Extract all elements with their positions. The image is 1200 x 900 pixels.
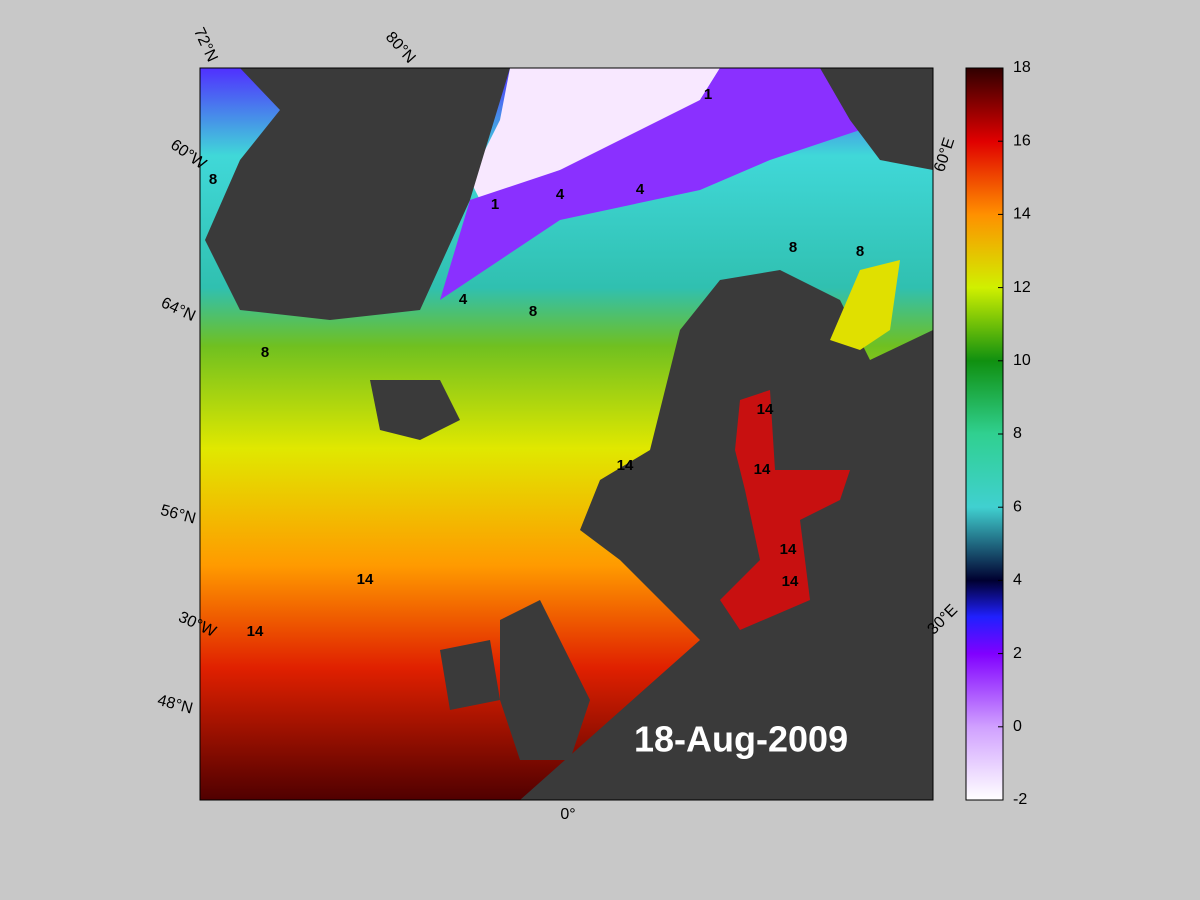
date-label: 18-Aug-2009 xyxy=(634,719,848,760)
colorbar-tick-label: 18 xyxy=(1013,59,1031,76)
contour-label: 1 xyxy=(704,86,712,103)
map-frame xyxy=(199,67,934,801)
ice xyxy=(470,68,720,200)
contour-label: 8 xyxy=(209,171,217,188)
contour-label: 1 xyxy=(491,196,499,213)
graticule-label: 60°E xyxy=(931,136,958,174)
colorbar-tick-label: -2 xyxy=(1013,791,1027,808)
graticule-label: 64°N xyxy=(158,294,198,325)
contour-label: 14 xyxy=(754,461,771,478)
contour-label: 14 xyxy=(782,573,799,590)
contour-label: 14 xyxy=(780,541,797,558)
contour-label: 8 xyxy=(856,243,864,260)
land xyxy=(205,68,933,800)
contour-label: 14 xyxy=(617,457,634,474)
colorbar-tick-label: 4 xyxy=(1013,572,1022,589)
contour-label: 4 xyxy=(459,291,468,308)
contour-label: 8 xyxy=(789,239,797,256)
contour-label: 4 xyxy=(556,186,565,203)
colorbar-tick-label: 10 xyxy=(1013,352,1031,369)
contour-label: 8 xyxy=(529,303,537,320)
map xyxy=(199,67,934,801)
graticule-label: 80°N xyxy=(382,29,419,67)
colorbar-tick-label: 0 xyxy=(1013,718,1022,735)
graticule-label: 48°N xyxy=(156,692,195,718)
white-sea xyxy=(830,260,900,350)
colorbar-tick-label: 14 xyxy=(1013,206,1031,223)
contour-label: 14 xyxy=(357,571,374,588)
cold-band xyxy=(440,68,860,300)
baltic xyxy=(720,390,850,630)
graticule-label: 56°N xyxy=(159,502,198,528)
colorbar-tick-label: 6 xyxy=(1013,498,1022,515)
graticule-label: 72°N xyxy=(190,25,221,65)
contour-label: 14 xyxy=(247,623,264,640)
colorbar-tick-label: 16 xyxy=(1013,132,1031,149)
colorbar-tick-label: 8 xyxy=(1013,425,1022,442)
colorbar xyxy=(965,67,1004,801)
graticule-label: 0° xyxy=(560,806,575,823)
contour-label: 4 xyxy=(636,181,645,198)
contour-label: 8 xyxy=(261,344,269,361)
colorbar-tick-label: 12 xyxy=(1013,279,1031,296)
contour-label: 14 xyxy=(757,401,774,418)
colorbar-tick-label: 2 xyxy=(1013,645,1022,662)
